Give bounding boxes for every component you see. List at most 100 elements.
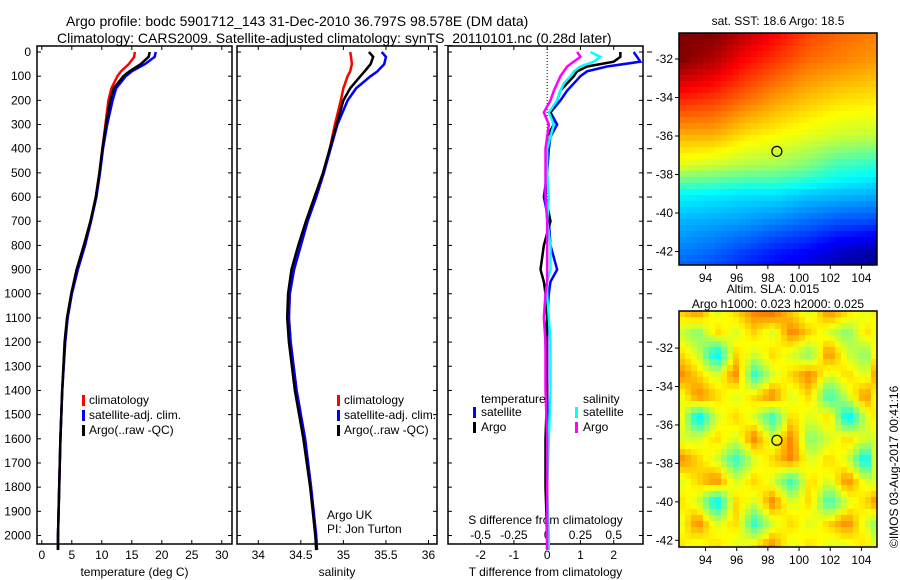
- heatmap-cell: [805, 219, 811, 225]
- heatmap-cell: [775, 195, 781, 201]
- heatmap-cell: [823, 365, 829, 371]
- heatmap-cell: [787, 141, 793, 147]
- heatmap-cell: [823, 431, 829, 437]
- x-tick-label: 36: [422, 548, 436, 562]
- heatmap-cell: [685, 159, 691, 165]
- heatmap-cell: [841, 497, 847, 503]
- heatmap-cell: [835, 33, 841, 39]
- heatmap-cell: [811, 123, 817, 129]
- heatmap-cell: [853, 479, 859, 485]
- heatmap-cell: [805, 261, 811, 265]
- heatmap-cell: [775, 545, 781, 547]
- heatmap-cell: [865, 141, 871, 147]
- heatmap-cell: [859, 377, 865, 383]
- heatmap-cell: [769, 383, 775, 389]
- heatmap-cell: [859, 371, 865, 377]
- heatmap-cell: [775, 213, 781, 219]
- heatmap-cell: [835, 231, 841, 237]
- heatmap-cell: [787, 93, 793, 99]
- heatmap-cell: [757, 377, 763, 383]
- heatmap-cell: [745, 99, 751, 105]
- heatmap-cell: [811, 323, 817, 329]
- heatmap-cell: [757, 545, 763, 547]
- heatmap-cell: [823, 147, 829, 153]
- heatmap-cell: [727, 243, 733, 249]
- heatmap-cell: [865, 153, 871, 159]
- heatmap-cell: [799, 413, 805, 419]
- heatmap-cell: [817, 219, 823, 225]
- heatmap-cell: [709, 401, 715, 407]
- heatmap-cell: [769, 353, 775, 359]
- heatmap-cell: [829, 123, 835, 129]
- heatmap-cell: [775, 539, 781, 545]
- y-tick-label: 1500: [4, 408, 31, 422]
- heatmap-cell: [853, 207, 859, 213]
- heatmap-cell: [757, 431, 763, 437]
- heatmap-cell: [733, 533, 739, 539]
- heatmap-cell: [781, 485, 787, 491]
- heatmap-cell: [793, 117, 799, 123]
- heatmap-cell: [823, 129, 829, 135]
- heatmap-cell: [853, 159, 859, 165]
- heatmap-cell: [781, 105, 787, 111]
- heatmap-cell: [799, 243, 805, 249]
- heatmap-cell: [679, 407, 685, 413]
- heatmap-cell: [805, 461, 811, 467]
- heatmap-cell: [805, 51, 811, 57]
- heatmap-cell: [691, 57, 697, 63]
- heatmap-cell: [769, 57, 775, 63]
- heatmap-cell: [787, 497, 793, 503]
- heatmap-cell: [805, 449, 811, 455]
- heatmap-cell: [841, 395, 847, 401]
- heatmap-cell: [703, 437, 709, 443]
- heatmap-cell: [739, 87, 745, 93]
- heatmap-cell: [757, 219, 763, 225]
- heatmap-cell: [679, 33, 685, 39]
- heatmap-cell: [781, 503, 787, 509]
- heatmap-cell: [817, 105, 823, 111]
- heatmap-cell: [727, 117, 733, 123]
- heatmap-cell: [835, 359, 841, 365]
- heatmap-cell: [709, 539, 715, 545]
- heatmap-cell: [751, 201, 757, 207]
- heatmap-cell: [739, 135, 745, 141]
- heatmap-cell: [697, 249, 703, 255]
- heatmap-cell: [727, 135, 733, 141]
- heatmap-cell: [733, 455, 739, 461]
- heatmap-cell: [721, 105, 727, 111]
- heatmap-cell: [781, 419, 787, 425]
- heatmap-cell: [799, 365, 805, 371]
- heatmap-cell: [799, 123, 805, 129]
- heatmap-cell: [721, 359, 727, 365]
- heatmap-cell: [733, 231, 739, 237]
- heatmap-cell: [691, 485, 697, 491]
- heatmap-cell: [697, 527, 703, 533]
- heatmap-cell: [721, 383, 727, 389]
- heatmap-cell: [841, 51, 847, 57]
- heatmap-cell: [775, 371, 781, 377]
- heatmap-cell: [871, 51, 877, 57]
- heatmap-cell: [775, 189, 781, 195]
- heatmap-cell: [829, 461, 835, 467]
- heatmap-cell: [811, 135, 817, 141]
- heatmap-cell: [757, 51, 763, 57]
- heatmap-cell: [703, 99, 709, 105]
- heatmap-cell: [745, 207, 751, 213]
- heatmap-cell: [787, 81, 793, 87]
- heatmap-cell: [823, 225, 829, 231]
- heatmap-cell: [751, 45, 757, 51]
- heatmap-cell: [811, 57, 817, 63]
- heatmap-cell: [739, 171, 745, 177]
- heatmap-cell: [787, 317, 793, 323]
- heatmap-cell: [757, 81, 763, 87]
- heatmap-cell: [817, 135, 823, 141]
- heatmap-cell: [859, 407, 865, 413]
- heatmap-cell: [775, 509, 781, 515]
- heatmap-cell: [835, 99, 841, 105]
- heatmap-cell: [733, 539, 739, 545]
- heatmap-cell: [697, 437, 703, 443]
- heatmap-cell: [805, 473, 811, 479]
- legend-swatch: [473, 407, 476, 418]
- heatmap-cell: [799, 147, 805, 153]
- heatmap-cell: [853, 473, 859, 479]
